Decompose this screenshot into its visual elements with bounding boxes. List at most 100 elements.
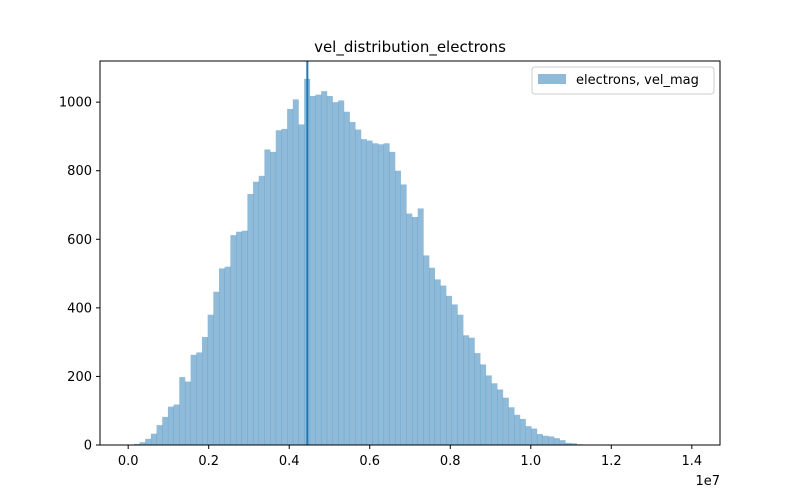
x-tick-label: 1.4 (681, 454, 702, 469)
histogram-bar (383, 143, 390, 446)
histogram-bar (253, 181, 260, 445)
histogram-bar (338, 100, 345, 446)
histogram-bar (145, 438, 152, 445)
histogram-bar (406, 213, 413, 445)
histogram-bar (360, 139, 367, 446)
histogram-bar (292, 99, 299, 446)
histogram-bar (258, 175, 265, 446)
histogram-bar (446, 295, 453, 445)
histogram-bar (133, 443, 140, 445)
histogram-bar (531, 428, 538, 445)
histogram-bar (241, 230, 248, 445)
legend-box (531, 66, 715, 95)
histogram-bar (230, 235, 237, 445)
histogram-bar (349, 122, 356, 445)
x-tick-label: 0.4 (279, 454, 300, 469)
y-tick-label: 600 (67, 233, 92, 248)
histogram-bar (514, 414, 521, 445)
histogram-bar (548, 436, 555, 445)
histogram-bar (394, 170, 401, 445)
histogram-bar (400, 184, 407, 445)
chart-title: vel_distribution_electrons (314, 38, 506, 57)
histogram-bar (423, 255, 430, 445)
histogram-bar (281, 128, 288, 445)
histogram-bar (457, 314, 464, 445)
histogram-bar (480, 364, 487, 445)
y-tick-label: 200 (67, 370, 92, 385)
ticks-layer: 0.0 0.2 0.4 0.6 0.8 1.0 1.2 1.4 0 200 400 600 800 100… (59, 96, 702, 469)
histogram-bar (570, 443, 577, 445)
histogram-bar (542, 435, 549, 445)
histogram-bar (519, 418, 526, 445)
legend-label: electrons, vel_mag (576, 73, 699, 88)
histogram-bar (213, 291, 220, 445)
histogram-bar (440, 285, 447, 445)
histogram-bar (156, 425, 163, 445)
histogram-bar (497, 389, 504, 445)
histogram-bar (372, 143, 379, 446)
histogram-bar (429, 267, 436, 445)
histogram-bar (332, 102, 339, 445)
histogram-bar (139, 442, 146, 445)
histogram-bar (184, 381, 191, 445)
histogram-bar (474, 353, 481, 445)
histogram-bar (491, 383, 498, 445)
histogram-bar (179, 377, 186, 445)
legend: electrons, vel_mag (531, 66, 715, 95)
histogram-bar (565, 442, 572, 445)
histogram-bar (553, 438, 560, 445)
histogram-bar (264, 149, 271, 445)
histogram-bar (201, 337, 208, 445)
histogram-bar (451, 304, 458, 445)
y-tick-label: 0 (84, 439, 92, 454)
y-tick-label: 400 (67, 301, 92, 316)
histogram-bar (167, 406, 174, 445)
histogram-bar (508, 407, 515, 445)
histogram-bar (236, 231, 243, 445)
histogram-bar (417, 208, 424, 445)
histogram-bar (412, 217, 418, 445)
histogram-bar (389, 151, 396, 446)
axes-layer (99, 60, 721, 446)
histogram-bar (343, 111, 350, 446)
histogram-bar (326, 95, 333, 445)
histogram-bar (377, 144, 384, 445)
legend-swatch (538, 74, 566, 84)
histogram-bar (287, 109, 294, 445)
histogram-bar (224, 266, 231, 445)
histogram-bar (162, 416, 169, 445)
histogram-bar (468, 337, 475, 445)
x-tick-label: 0.6 (359, 454, 380, 469)
histogram-bar (309, 95, 316, 445)
histogram-bar (173, 404, 180, 445)
x-tick-label: 0.8 (440, 454, 461, 469)
histogram-bar (559, 440, 566, 445)
x-tick-label: 0.2 (198, 454, 219, 469)
histogram-bar (219, 268, 225, 445)
histogram-bar (270, 151, 277, 446)
y-tick-label: 800 (67, 164, 92, 179)
histogram-bar (355, 129, 362, 445)
histogram-bar (275, 130, 282, 445)
histogram-bar (298, 124, 305, 446)
x-tick-label: 1.0 (520, 454, 541, 469)
histogram-bar (150, 433, 157, 445)
histogram-bar (366, 140, 373, 446)
y-tick-label: 1000 (59, 96, 92, 111)
histogram-bar (536, 434, 543, 445)
histogram-bar (315, 94, 322, 445)
axes-frame (99, 60, 721, 446)
histogram-bar (463, 335, 470, 445)
histogram-bar (502, 397, 509, 445)
bars-layer (133, 78, 589, 446)
x-tick-label: 0.0 (118, 454, 139, 469)
x-offset-label: 1e7 (695, 474, 720, 489)
histogram-bar (485, 375, 492, 445)
histogram-bar (190, 354, 197, 445)
histogram-bar (434, 279, 441, 445)
histogram-bar (247, 194, 254, 445)
x-tick-label: 1.2 (601, 454, 622, 469)
histogram-bar (525, 426, 532, 445)
histogram-bar (321, 91, 328, 446)
